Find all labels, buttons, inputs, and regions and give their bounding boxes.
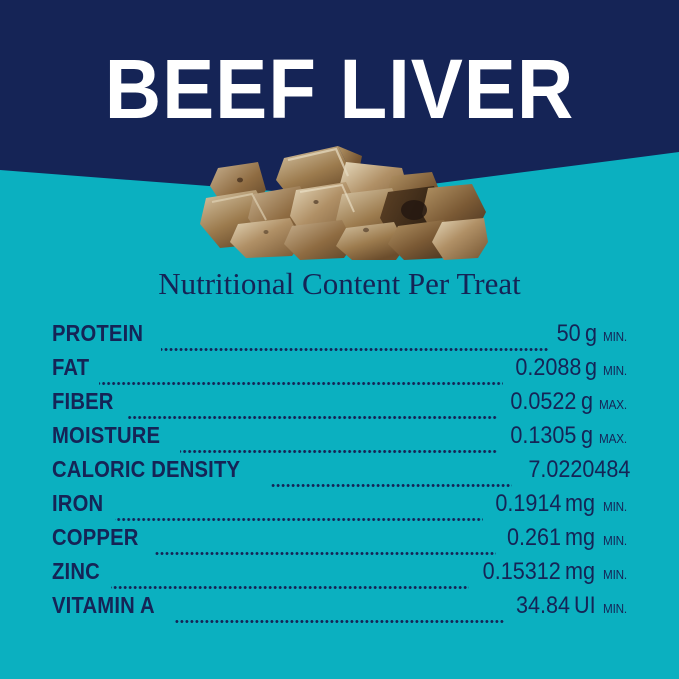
nutrient-value-group: 0.261 mg MIN. — [501, 526, 630, 550]
nutrient-unit: g — [580, 422, 593, 449]
nutrition-row: FAT 0.2088 g MIN. — [52, 356, 630, 390]
nutrient-unit: UI — [574, 592, 596, 619]
nutrient-label: FIBER — [52, 388, 114, 414]
nutrient-label: CALORIC DENSITY — [52, 456, 241, 482]
subtitle: Nutritional Content Per Treat — [158, 266, 521, 301]
nutrient-qualifier: MIN. — [603, 363, 628, 378]
nutrient-value: 7.0220484 — [527, 456, 630, 483]
dot-leader — [127, 412, 499, 423]
nutrition-row: CALORIC DENSITY 7.0220484 — [52, 458, 630, 492]
dot-leader — [115, 514, 483, 525]
nutrition-row: MOISTURE 0.1305 g MAX. — [52, 424, 630, 458]
page-title: BEEF LIVER — [104, 42, 575, 136]
nutrient-value: 0.15312 — [482, 558, 561, 585]
nutrient-qualifier: MIN. — [603, 567, 628, 582]
nutrient-value-group: 0.1914 mg MIN. — [488, 492, 630, 516]
nutrient-value: 0.261 — [506, 524, 561, 551]
nutrient-label: PROTEIN — [52, 320, 144, 346]
nutrient-label: IRON — [52, 490, 104, 516]
dot-leader — [270, 480, 512, 491]
nutrient-unit: mg — [565, 558, 596, 585]
dot-leader — [173, 616, 506, 627]
nutrient-value-group: 0.15312 mg MIN. — [474, 560, 630, 584]
dot-leader — [180, 446, 499, 457]
nutrient-value-group: 0.1305 g MAX. — [503, 424, 630, 448]
nutrition-row: FIBER 0.0522 g MAX. — [52, 390, 630, 424]
nutrient-value-group: 34.84 UI MIN. — [510, 594, 630, 618]
nutrient-unit: mg — [565, 524, 596, 551]
nutrient-value-group: 0.2088 g MIN. — [508, 356, 630, 380]
nutrient-value: 50 — [556, 320, 581, 347]
nutrient-value-group: 0.0522 g MAX. — [503, 390, 630, 414]
nutrient-label: COPPER — [52, 524, 139, 550]
nutrient-qualifier: MIN. — [603, 329, 628, 344]
nutrient-value: 0.0522 — [510, 388, 577, 415]
nutrition-row: ZINC 0.15312 mg MIN. — [52, 560, 630, 594]
nutrition-row: COPPER 0.261 mg MIN. — [52, 526, 630, 560]
dot-leader — [99, 378, 503, 389]
nutrient-value: 0.2088 — [514, 354, 581, 381]
nutrient-value: 0.1305 — [510, 422, 577, 449]
nutrient-value-group: 7.0220484 — [517, 458, 630, 482]
nutrient-unit: g — [584, 320, 598, 347]
nutrient-qualifier: MAX. — [599, 431, 627, 446]
nutrient-value-group: 50 g MIN. — [554, 322, 630, 346]
dot-leader — [160, 344, 550, 355]
nutrient-label: VITAMIN A — [52, 592, 155, 618]
nutrient-qualifier: MAX. — [599, 397, 627, 412]
dot-leader — [111, 582, 470, 593]
nutrient-qualifier: MIN. — [603, 601, 628, 616]
nutrient-label: ZINC — [52, 558, 100, 584]
nutrient-value: 0.1914 — [494, 490, 561, 517]
nutrient-unit: mg — [565, 490, 596, 517]
nutrient-qualifier: MIN. — [603, 499, 628, 514]
nutrient-label: MOISTURE — [52, 422, 161, 448]
product-image-beef-liver-treats — [196, 132, 488, 260]
nutrition-row: IRON 0.1914 mg MIN. — [52, 492, 630, 526]
nutrition-row: VITAMIN A 34.84 UI MIN. — [52, 594, 630, 628]
dot-leader — [155, 548, 496, 559]
nutrition-row: PROTEIN 50 g MIN. — [52, 322, 630, 356]
nutrient-qualifier: MIN. — [603, 533, 628, 548]
nutrient-unit: g — [584, 354, 598, 381]
nutrient-value: 34.84 — [516, 592, 571, 619]
nutrient-unit: g — [580, 388, 593, 415]
nutrient-label: FAT — [52, 354, 90, 380]
nutrition-table: PROTEIN 50 g MIN. FAT 0.2088 g MIN. FIBER 0.0522 g… — [52, 322, 630, 628]
